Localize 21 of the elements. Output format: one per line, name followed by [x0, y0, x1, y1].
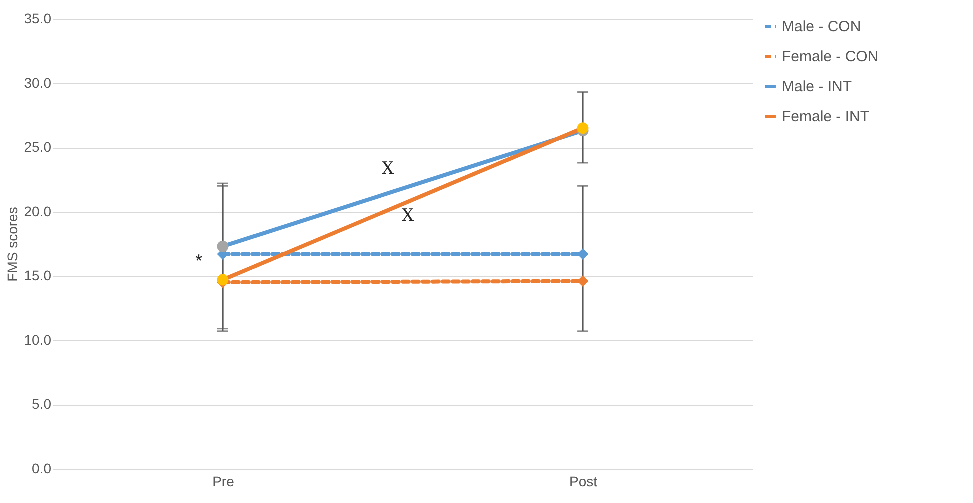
legend-label: Female - INT	[782, 108, 870, 126]
annotation: Χ	[402, 206, 415, 226]
legend-label: Male - INT	[782, 78, 852, 96]
y-tick-label: 5.0	[32, 396, 52, 412]
legend-label: Female - CON	[782, 48, 879, 66]
y-axis-title: FMS scores	[4, 207, 20, 282]
x-tick-label: Pre	[212, 474, 235, 490]
point	[217, 274, 229, 286]
y-tick-label: 0.0	[32, 460, 52, 476]
annotation: *	[195, 251, 202, 271]
annotation: Χ	[382, 159, 395, 179]
point	[577, 122, 589, 134]
y-tick-label: 35.0	[24, 10, 52, 26]
y-tick-label: 15.0	[24, 268, 52, 284]
y-tick-label: 25.0	[24, 139, 52, 156]
legend-label: Male - CON	[782, 18, 862, 36]
y-tick-label: 30.0	[24, 74, 52, 91]
y-tick-label: 10.0	[24, 332, 52, 348]
y-tick-label: 20.0	[24, 203, 52, 220]
x-tick-label: Post	[570, 474, 598, 490]
point	[217, 240, 229, 252]
